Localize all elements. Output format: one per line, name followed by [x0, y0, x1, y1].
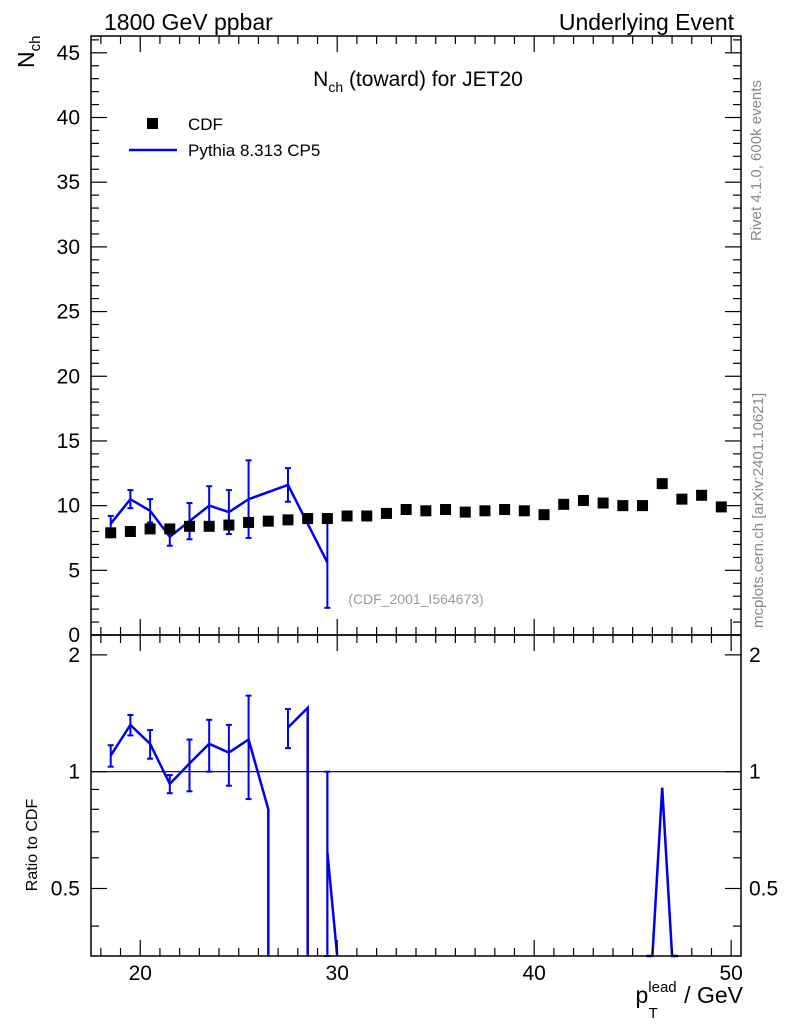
y-tick-label: 25 [57, 301, 80, 324]
ratio-line [326, 852, 339, 957]
plot-title-rest: (toward) for JET20 [343, 68, 523, 91]
cdf-point [518, 505, 530, 517]
mcplots-label: mcplots.cern.ch [arXiv:2401.10621] [750, 393, 767, 628]
cdf-point [420, 505, 432, 517]
y-tick-label: 15 [57, 430, 80, 453]
svg-text:Nch: Nch [13, 36, 44, 68]
y-tick-label: 40 [57, 107, 80, 130]
y-tick-label: 20 [57, 365, 80, 388]
cdf-point [459, 506, 471, 518]
cdf-point [124, 526, 136, 538]
plot-title-sub: ch [328, 79, 343, 95]
cdf-point [144, 523, 156, 535]
ratio-tick-label-right: 2 [749, 644, 761, 667]
cdf-point [558, 498, 570, 510]
ratio-tick-label-left: 1 [68, 761, 80, 784]
legend-pythia-label: Pythia 8.313 CP5 [188, 141, 320, 160]
main-plot [105, 459, 727, 609]
cdf-point [479, 505, 491, 517]
x-label-sup: lead [648, 979, 676, 996]
cdf-point [341, 510, 353, 522]
ratio-tick-label-left: 0.5 [51, 878, 80, 901]
x-tick-label: 50 [719, 962, 742, 985]
y-tick-label: 10 [57, 495, 80, 518]
cdf-point [617, 500, 629, 512]
cdf-point [715, 501, 727, 513]
header-left: 1800 GeV ppbar [104, 9, 273, 35]
y-tick-label: 30 [57, 236, 80, 259]
x-tick-label: 30 [326, 962, 349, 985]
ratio-line [109, 722, 270, 956]
ratio-line [646, 787, 678, 958]
cdf-point [243, 516, 255, 528]
legend: CDF Pythia 8.313 CP5 [129, 115, 320, 160]
ratio-frame [90, 634, 742, 957]
pythia-line [109, 483, 329, 564]
ratio-y-label: Ratio to CDF [24, 799, 41, 892]
cdf-point [676, 493, 688, 505]
cdf-point [164, 523, 176, 535]
x-axis-label: plead T / GeV [635, 979, 743, 1022]
watermark: (CDF_2001_I564673) [348, 591, 483, 607]
cdf-point [105, 527, 117, 539]
y-tick-label: 0 [68, 624, 80, 647]
cdf-point [597, 497, 609, 509]
x-label-rest: / GeV [678, 982, 744, 1008]
ratio-tick-label-right: 0.5 [749, 878, 778, 901]
cdf-point [183, 520, 195, 532]
legend-cdf-marker [147, 118, 158, 129]
cdf-point [262, 515, 274, 527]
cdf-point [440, 504, 452, 516]
x-tick-label: 40 [523, 962, 546, 985]
cdf-point [637, 500, 649, 512]
ratio-tick-label-left: 2 [68, 644, 80, 667]
y-label-main: N [13, 51, 39, 68]
y-tick-label: 45 [57, 42, 80, 65]
cdf-point [302, 513, 314, 525]
legend-cdf-label: CDF [188, 115, 223, 134]
cdf-point [361, 510, 373, 522]
x-tick-label: 20 [129, 962, 152, 985]
cdf-point [282, 514, 294, 526]
ratio-line [287, 704, 309, 956]
x-label-sub: T [649, 1005, 658, 1022]
cdf-point [499, 504, 511, 516]
cdf-point [696, 489, 708, 501]
cdf-point [538, 509, 550, 521]
cdf-point [223, 519, 235, 531]
cdf-point [400, 504, 412, 516]
cdf-point [380, 507, 392, 519]
y-tick-label: 35 [57, 171, 80, 194]
ratio-tick-label-right: 1 [749, 761, 761, 784]
rivet-label: Rivet 4.1.0, 600k events [748, 80, 765, 241]
cdf-point [577, 494, 589, 506]
y-tick-label: 5 [68, 559, 80, 582]
plot-title-main: N [313, 68, 328, 91]
axes: 20 30 40 50 0 5 10 15 20 25 30 35 40 45 0.5 0.5 1 1 2 2 [51, 35, 778, 985]
ratio-plot [91, 694, 741, 958]
plot-title: Nch (toward) for JET20 [313, 68, 523, 95]
y-axis-label: Nch [13, 36, 44, 68]
cdf-point [203, 520, 215, 532]
cdf-point [321, 513, 333, 525]
cdf-point [656, 478, 668, 490]
x-label-p: p [635, 982, 648, 1008]
y-label-sub: ch [27, 36, 44, 52]
header-right: Underlying Event [559, 9, 735, 35]
